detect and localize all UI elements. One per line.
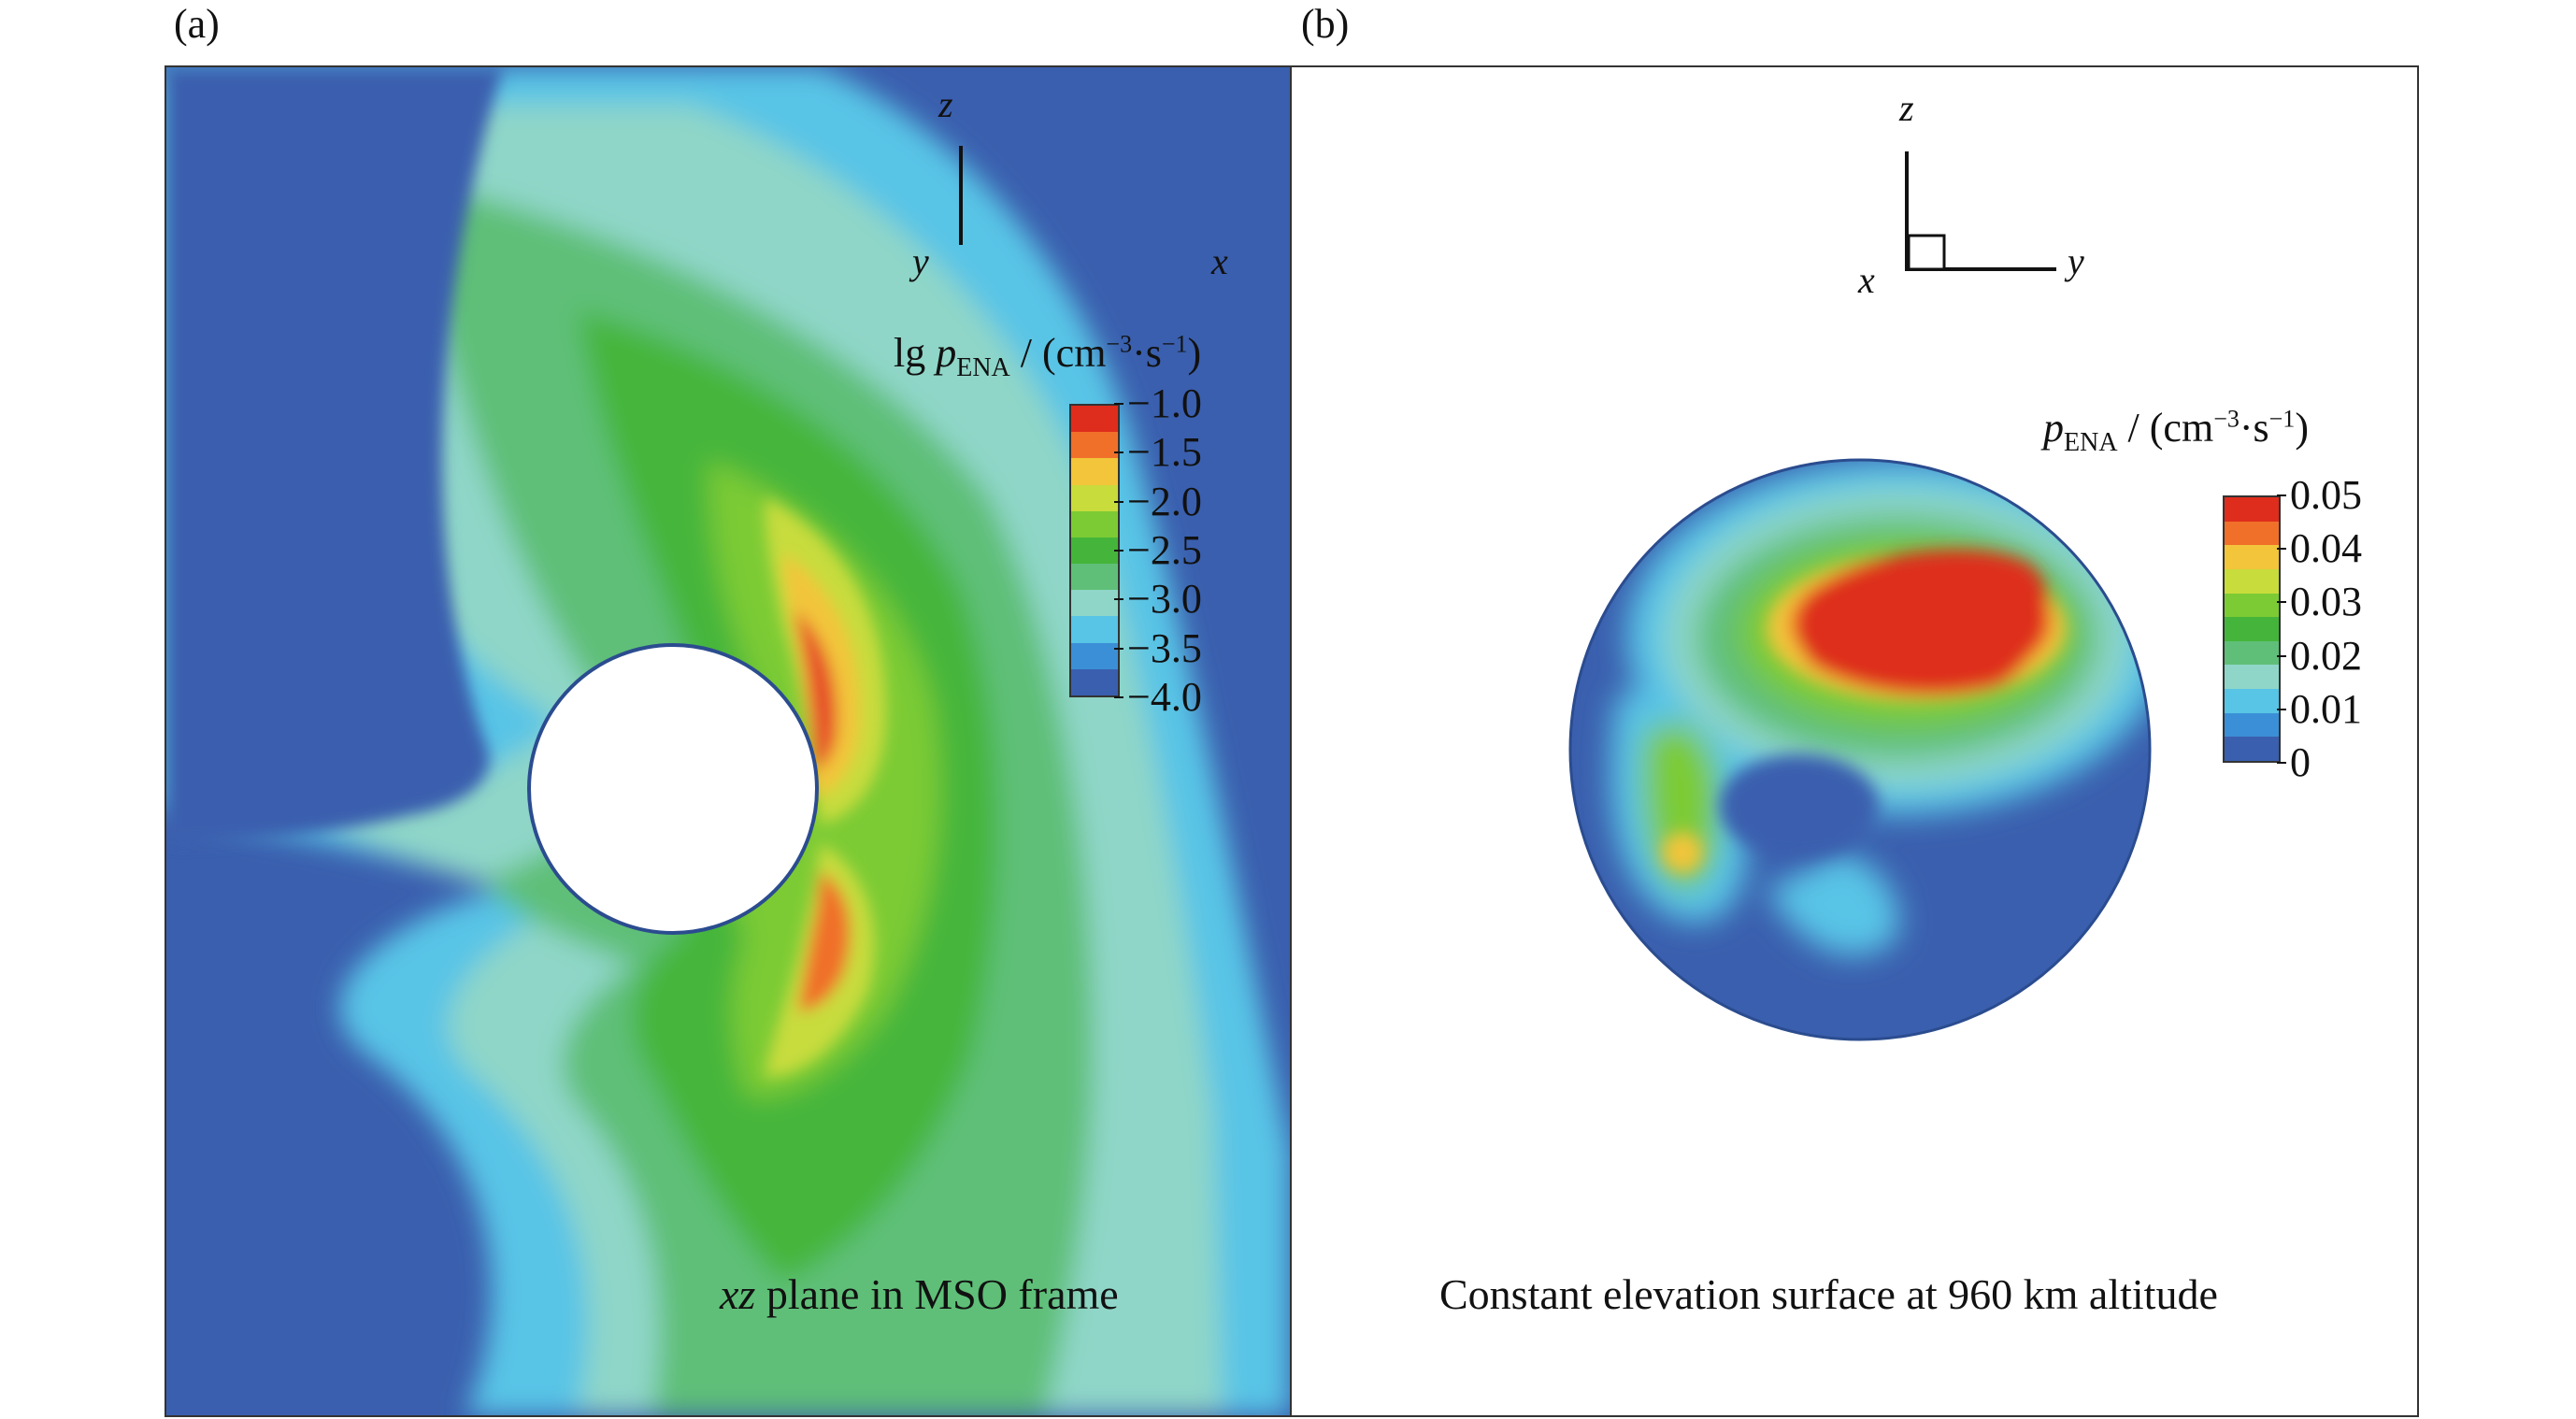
panel-b-colorbar-segment: [2225, 640, 2279, 666]
panel-b-colorbar-tick-mark: [2277, 601, 2286, 604]
panel-b-colorbar-tick-label: 0.02: [2290, 632, 2362, 679]
panel-b-colorbar-segment: [2225, 737, 2279, 761]
panel-b-colorbar-tick-label: 0.05: [2290, 472, 2362, 518]
panel-a-axis-y: y: [912, 240, 929, 282]
panel-b-colorbar-segment: [2225, 521, 2279, 546]
panel-b-colorbar-title: pENA / (cm−3·s−1): [2043, 405, 2309, 457]
wake-region: [166, 67, 503, 843]
panel-a-colorbar-segment: [1071, 590, 1118, 617]
panel-a-axis-triad: [959, 146, 963, 245]
panel-a-colorbar-tick-label: −1.5: [1127, 429, 1202, 476]
panel-a-colorbar-ticks: −1.0 −1.5 −2.0 −2.5 −3.0 −3.5 −4.0: [1114, 380, 1254, 720]
panel-a-colorbar-tick-label: −1.0: [1127, 380, 1202, 426]
panel-a-colorbar-segment: [1071, 484, 1118, 511]
panel-b-axis-y: y: [2068, 240, 2084, 282]
panel-b-colorbar-tick-mark: [2277, 494, 2286, 496]
panel-b-colorbar-segment: [2225, 712, 2279, 738]
panel-a-colorbar-segment: [1071, 537, 1118, 565]
panel-b-colorbar-tick-mark: [2277, 548, 2286, 551]
panel-b-plot: z y x pENA / (cm−3·s−1) 0.05 0.04 0.03 0.02…: [1290, 65, 2419, 1417]
panel-b-colorbar-segment: [2225, 593, 2279, 618]
panel-b-colorbar-tick-mark: [2277, 708, 2286, 710]
panel-a-colorbar-tick-label: −3.5: [1127, 624, 1202, 671]
panel-a-colorbar-tick-label: −3.0: [1127, 576, 1202, 623]
panel-b-colorbar-tick-label: 0.04: [2290, 525, 2362, 572]
panel-a-axis-z: z: [938, 83, 953, 125]
panel-a-axis-x: x: [1211, 240, 1228, 282]
panel-b-colorbar-segment: [2225, 497, 2279, 522]
panel-b-colorbar-tick-mark: [2277, 762, 2286, 764]
orange-arc-lower: [798, 871, 851, 1011]
panel-a-colorbar-segment: [1071, 668, 1118, 695]
panel-b-axis-triad: [1905, 151, 2056, 271]
panel-b-colorbar-tick-label: 0: [2290, 739, 2311, 785]
panel-b-letter: (b): [1301, 1, 1350, 47]
panel-a-colorbar: [1069, 404, 1120, 697]
panel-b-colorbar-tick-mark: [2277, 654, 2286, 657]
panel-a-caption: xz plane in MSO frame: [720, 1270, 1119, 1318]
panel-a-colorbar-segment: [1071, 642, 1118, 669]
panel-a-colorbar-segment: [1071, 616, 1118, 643]
panel-b-caption: Constant elevation surface at 960 km alt…: [1439, 1270, 2218, 1318]
panel-a-colorbar-tick-mark: [1114, 452, 1123, 454]
panel-a-colorbar-tick-label: −2.0: [1127, 478, 1202, 524]
panel-a-colorbar-segment: [1071, 458, 1118, 485]
panel-a-colorbar-tick-mark: [1114, 403, 1123, 405]
panel-a-colorbar-title: lg pENA / (cm−3·s−1): [894, 330, 1202, 382]
panel-b-colorbar-segment: [2225, 568, 2279, 594]
panel-b-disk: [1568, 458, 2152, 1041]
panel-b-colorbar-segment: [2225, 617, 2279, 641]
panel-a-colorbar-segment: [1071, 510, 1118, 538]
panel-b-colorbar-tick-label: 0.01: [2290, 685, 2362, 732]
panel-a-colorbar-segment: [1071, 564, 1118, 591]
panel-a-colorbar-segment: [1071, 432, 1118, 459]
panel-a-colorbar-tick-mark: [1114, 550, 1123, 552]
panel-a-colorbar-tick-mark: [1114, 696, 1123, 698]
panel-a-colorbar-tick-label: −4.0: [1127, 674, 1202, 720]
panel-a-colorbar-tick-mark: [1114, 598, 1123, 601]
panel-b-colorbar-tick-label: 0.03: [2290, 579, 2362, 625]
panel-a-colorbar-tick-mark: [1114, 500, 1123, 503]
planet-disk: [527, 643, 819, 935]
panel-a-colorbar-tick-mark: [1114, 647, 1123, 650]
panel-b-colorbar-segment: [2225, 545, 2279, 569]
panel-b-colorbar-ticks: 0.05 0.04 0.03 0.02 0.01 0: [2277, 472, 2408, 785]
panel-b-colorbar: [2223, 495, 2281, 763]
panel-a-colorbar-tick-label: −2.5: [1127, 527, 1202, 573]
panel-b-axis-z: z: [1899, 87, 1914, 129]
panel-b-colorbar-segment: [2225, 665, 2279, 689]
red-arc-upper: [794, 609, 837, 770]
panel-a-colorbar-segment: [1071, 406, 1118, 433]
panel-a-plot: z x y lg pENA / (cm−3·s−1) −1.0 −1.5 −2.0−…: [165, 65, 1292, 1417]
panel-b-colorbar-segment: [2225, 689, 2279, 713]
panel-a-letter: (a): [174, 1, 220, 47]
panel-b-axis-x: x: [1858, 259, 1875, 301]
panel-a-field: [166, 67, 1290, 1415]
